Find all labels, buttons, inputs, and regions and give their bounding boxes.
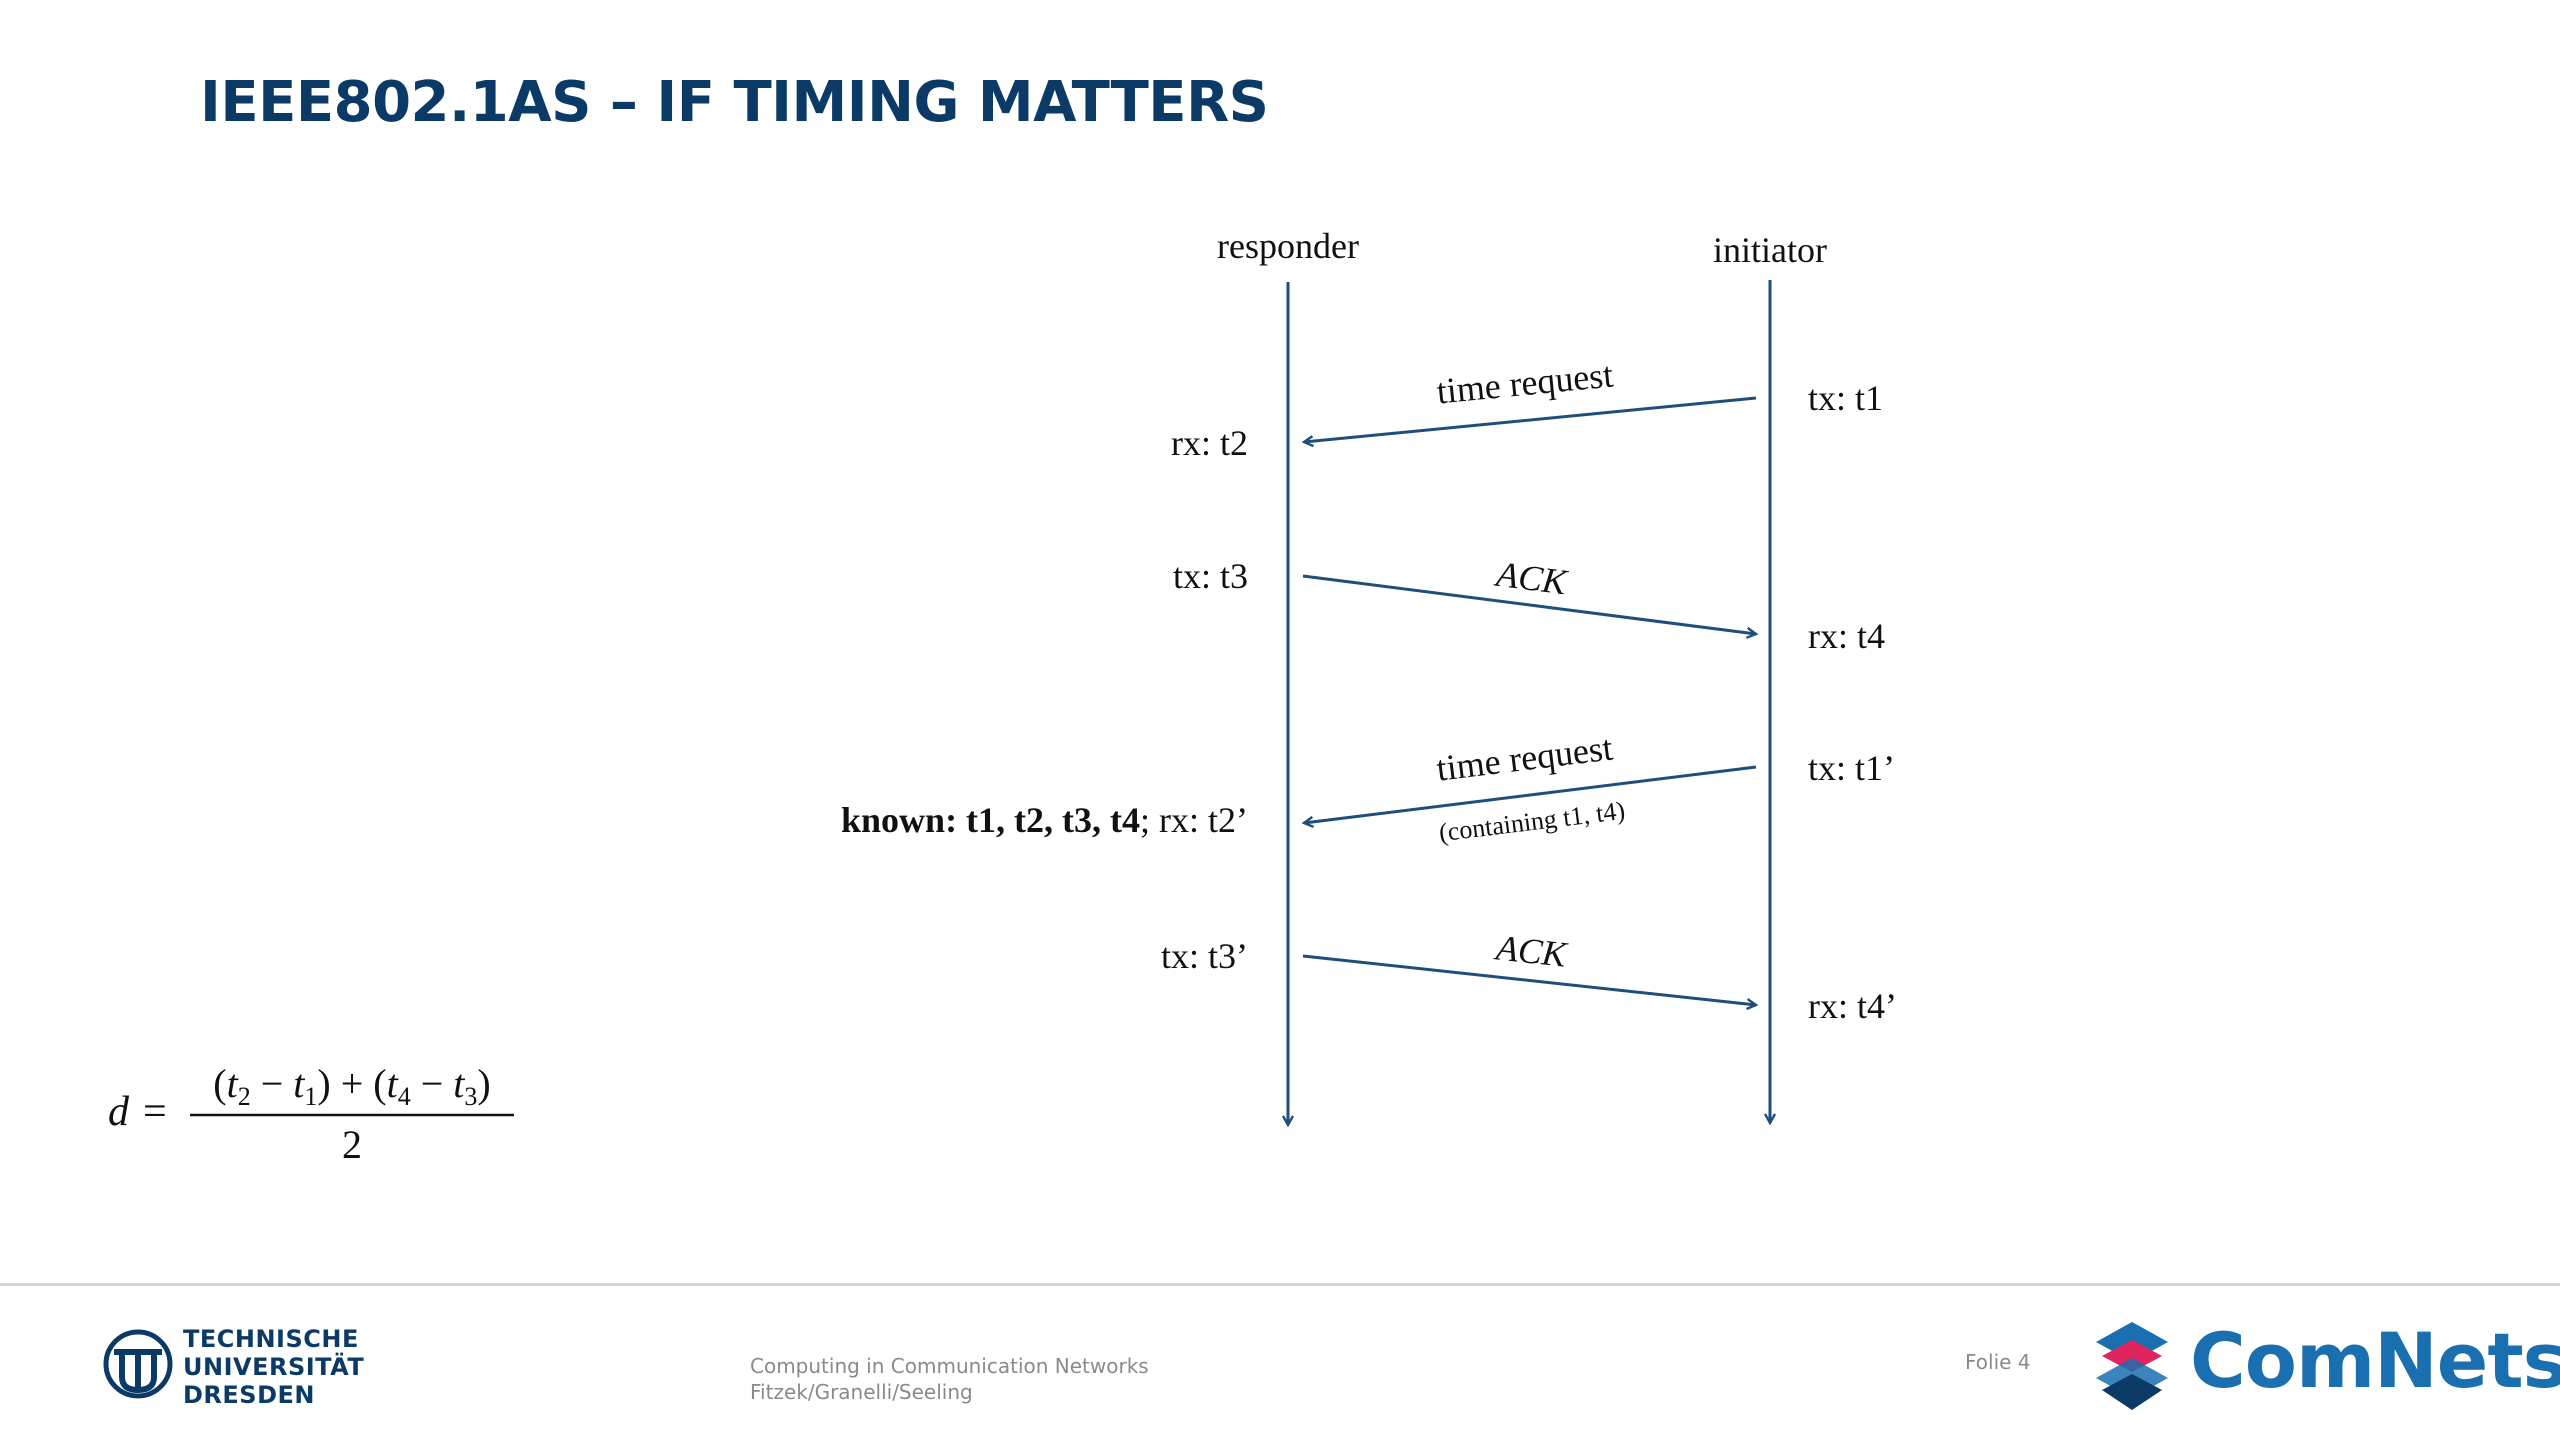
formula-numerator: (t2 − t1) + (t4 − t3) bbox=[213, 1061, 490, 1111]
slide-title: IEEE802.1AS – IF TIMING MATTERS bbox=[200, 70, 1269, 135]
delay-formula: d = (t2 − t1) + (t4 − t3) 2 bbox=[108, 1061, 514, 1167]
initiator-tx-t1: tx: t1 bbox=[1808, 378, 1883, 418]
message-arrow-time-request-2 bbox=[1304, 765, 1757, 823]
message-arrow-ack-1 bbox=[1302, 574, 1756, 634]
responder-tx-t3-prime: tx: t3’ bbox=[1161, 936, 1248, 976]
formula-lhs: d = bbox=[108, 1089, 167, 1135]
message-arrow-time-request-1 bbox=[1304, 396, 1757, 442]
lane-label-initiator: initiator bbox=[1713, 230, 1827, 270]
tu-dresden-logo-icon bbox=[103, 1329, 173, 1399]
footer-divider bbox=[0, 1283, 2560, 1286]
tud-line-2: UNIVERSITÄT bbox=[183, 1353, 365, 1381]
course-title: Computing in Communication Networks bbox=[750, 1354, 1149, 1378]
sequence-diagram: responder initiator time request tx: t1 … bbox=[108, 226, 1897, 1167]
rx-t2-prime: ; rx: t2’ bbox=[1140, 800, 1248, 840]
message-label-time-request-2: time request bbox=[1434, 727, 1615, 788]
responder-tx-t3: tx: t3 bbox=[1173, 556, 1248, 596]
message-arrow-ack-2 bbox=[1302, 954, 1756, 1005]
course-authors: Fitzek/Granelli/Seeling bbox=[750, 1380, 973, 1404]
formula-denominator: 2 bbox=[342, 1122, 362, 1167]
lane-label-responder: responder bbox=[1217, 226, 1359, 266]
initiator-rx-t4: rx: t4 bbox=[1808, 616, 1885, 656]
tud-line-1: TECHNISCHE bbox=[183, 1325, 359, 1353]
known-values: known: t1, t2, t3, t4 bbox=[841, 800, 1140, 840]
initiator-rx-t4-prime: rx: t4’ bbox=[1808, 986, 1897, 1026]
page-number: Folie 4 bbox=[1965, 1350, 2031, 1374]
message-label-ack-2: ACK bbox=[1492, 927, 1570, 975]
message-label-ack-1: ACK bbox=[1492, 554, 1570, 603]
comnets-logo-icon bbox=[2096, 1322, 2168, 1410]
responder-rx-t2-prime: known: t1, t2, t3, t4; rx: t2’ bbox=[841, 800, 1248, 840]
course-info: Computing in Communication Networks Fitz… bbox=[750, 1353, 1149, 1405]
initiator-tx-t1-prime: tx: t1’ bbox=[1808, 748, 1895, 788]
comnets-wordmark: ComNets bbox=[2190, 1316, 2560, 1405]
responder-rx-t2: rx: t2 bbox=[1171, 423, 1248, 463]
message-label-time-request-1: time request bbox=[1435, 355, 1615, 412]
tud-line-3: DRESDEN bbox=[183, 1381, 315, 1409]
tu-dresden-wordmark: TECHNISCHE UNIVERSITÄT DRESDEN bbox=[183, 1325, 364, 1409]
